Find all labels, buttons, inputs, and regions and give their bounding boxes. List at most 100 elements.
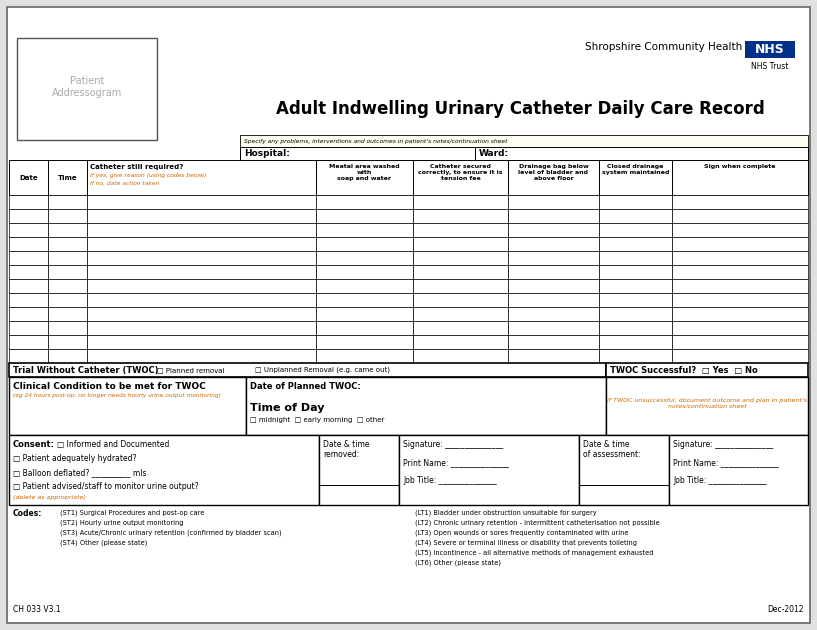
Bar xyxy=(316,293,413,307)
Text: TWOC Successful?  □ Yes  □ No: TWOC Successful? □ Yes □ No xyxy=(610,365,757,374)
Bar xyxy=(240,135,808,147)
Bar xyxy=(599,251,672,265)
Bar xyxy=(9,377,246,435)
Text: (ST3) Acute/Chronic urinary retention (confirmed by bladder scan): (ST3) Acute/Chronic urinary retention (c… xyxy=(60,529,282,535)
Bar xyxy=(48,265,87,279)
Bar xyxy=(413,335,508,349)
Bar xyxy=(508,307,599,321)
Bar xyxy=(48,160,87,195)
Bar xyxy=(48,251,87,265)
Bar xyxy=(9,307,48,321)
Text: (delete as appropriate): (delete as appropriate) xyxy=(13,495,86,500)
Bar xyxy=(599,307,672,321)
Bar xyxy=(672,237,808,251)
Bar xyxy=(48,223,87,237)
Bar xyxy=(316,160,413,195)
Bar xyxy=(599,349,672,363)
Text: (LT4) Severe or terminal illness or disability that prevents toileting: (LT4) Severe or terminal illness or disa… xyxy=(415,539,637,546)
Bar xyxy=(9,321,48,335)
Bar xyxy=(413,307,508,321)
Bar xyxy=(87,223,316,237)
Text: (LT1) Bladder under obstruction unsuitable for surgery: (LT1) Bladder under obstruction unsuitab… xyxy=(415,509,596,515)
Bar xyxy=(9,279,48,293)
Bar xyxy=(240,147,475,160)
Bar xyxy=(672,321,808,335)
Bar xyxy=(413,160,508,195)
Bar xyxy=(87,237,316,251)
Bar xyxy=(87,279,316,293)
Text: (eg 24 hours post-op; no longer needs hourly urine output monitoring): (eg 24 hours post-op; no longer needs ho… xyxy=(13,393,221,398)
Text: Hospital:: Hospital: xyxy=(244,149,290,158)
Bar xyxy=(316,209,413,223)
Text: □ Unplanned Removal (e.g. came out): □ Unplanned Removal (e.g. came out) xyxy=(255,367,390,373)
Text: (LT5) Incontinence - all alternative methods of management exhausted: (LT5) Incontinence - all alternative met… xyxy=(415,549,654,556)
Bar xyxy=(672,349,808,363)
Bar xyxy=(413,321,508,335)
Bar xyxy=(48,307,87,321)
Bar xyxy=(672,335,808,349)
Bar xyxy=(599,265,672,279)
Bar xyxy=(316,321,413,335)
Bar xyxy=(316,223,413,237)
Bar xyxy=(413,223,508,237)
Bar xyxy=(413,349,508,363)
Text: Addressogram: Addressogram xyxy=(51,88,122,98)
Bar xyxy=(508,209,599,223)
Text: Dec-2012: Dec-2012 xyxy=(767,605,804,614)
Bar xyxy=(9,237,48,251)
Bar xyxy=(399,435,579,505)
Bar xyxy=(599,279,672,293)
Bar xyxy=(9,349,48,363)
Bar xyxy=(508,265,599,279)
Text: Time: Time xyxy=(58,175,78,181)
Bar xyxy=(599,223,672,237)
Text: Job Title: _______________: Job Title: _______________ xyxy=(403,476,497,485)
Bar xyxy=(413,265,508,279)
Bar xyxy=(87,265,316,279)
Bar xyxy=(87,251,316,265)
Bar xyxy=(672,307,808,321)
Text: Codes:: Codes: xyxy=(13,509,42,518)
Bar xyxy=(413,195,508,209)
Text: (LT6) Other (please state): (LT6) Other (please state) xyxy=(415,559,501,566)
Text: □ Patient adequately hydrated?: □ Patient adequately hydrated? xyxy=(13,454,136,463)
Text: Print Name: _______________: Print Name: _______________ xyxy=(673,458,779,467)
Bar xyxy=(579,435,669,505)
Bar xyxy=(48,237,87,251)
Text: Closed drainage
system maintained: Closed drainage system maintained xyxy=(602,164,669,175)
Bar xyxy=(669,435,808,505)
Bar xyxy=(87,209,316,223)
Bar xyxy=(9,435,319,505)
Bar xyxy=(599,160,672,195)
Text: Drainage bag below
level of bladder and
above floor: Drainage bag below level of bladder and … xyxy=(519,164,588,181)
Text: NHS: NHS xyxy=(755,43,785,56)
Bar xyxy=(319,435,399,505)
Text: (ST2) Hourly urine output monitoring: (ST2) Hourly urine output monitoring xyxy=(60,519,184,525)
Text: Sign when complete: Sign when complete xyxy=(704,164,776,169)
Bar xyxy=(246,377,606,435)
Bar xyxy=(413,293,508,307)
Bar xyxy=(508,237,599,251)
Bar xyxy=(508,321,599,335)
Bar xyxy=(48,349,87,363)
Text: Date & time
of assessment:: Date & time of assessment: xyxy=(583,440,641,459)
Bar xyxy=(48,293,87,307)
Bar xyxy=(48,335,87,349)
Bar xyxy=(672,160,808,195)
Bar xyxy=(9,363,606,377)
Bar xyxy=(672,265,808,279)
Text: Print Name: _______________: Print Name: _______________ xyxy=(403,458,509,467)
Bar xyxy=(316,307,413,321)
Text: □ Patient advised/staff to monitor urine output?: □ Patient advised/staff to monitor urine… xyxy=(13,482,199,491)
Bar xyxy=(9,265,48,279)
Text: (LT3) Open wounds or sores frequently contaminated with urine: (LT3) Open wounds or sores frequently co… xyxy=(415,529,628,535)
Text: □ Informed and Documented: □ Informed and Documented xyxy=(57,440,169,449)
Text: Clinical Condition to be met for TWOC: Clinical Condition to be met for TWOC xyxy=(13,382,206,391)
Bar xyxy=(599,195,672,209)
Text: Date & time
removed:: Date & time removed: xyxy=(323,440,369,459)
Text: If no, date action taken: If no, date action taken xyxy=(90,181,159,186)
Bar xyxy=(9,223,48,237)
Text: Job Title: _______________: Job Title: _______________ xyxy=(673,476,766,485)
Text: If yes, give reason (using codes below): If yes, give reason (using codes below) xyxy=(90,173,206,178)
Bar xyxy=(599,209,672,223)
